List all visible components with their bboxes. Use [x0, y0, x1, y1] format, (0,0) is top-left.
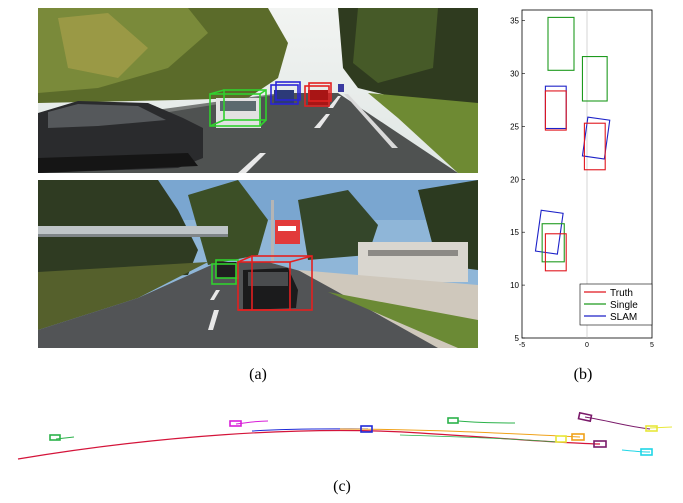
trajectory-green-2	[399, 434, 557, 443]
chart-rects	[534, 16, 611, 272]
bbox-truth-5	[583, 122, 606, 171]
vehicle-marker-blue	[360, 425, 373, 433]
vehicle-marker-purple-2	[593, 440, 607, 448]
legend-label-slam: SLAM	[610, 312, 637, 323]
y-tick-label: 30	[510, 69, 519, 78]
y-tick-label: 15	[510, 228, 519, 237]
legend-item-single: Single	[584, 300, 638, 311]
bbox-single-7	[541, 223, 565, 263]
y-tick-label: 10	[510, 281, 519, 290]
legend: Truth Single SLAM	[579, 283, 653, 326]
trajectory-map	[17, 411, 673, 460]
legend-item-truth: Truth	[584, 288, 633, 299]
chart-bev: 5 10 15 20 25 30 35 -5 0 5 Truth Single SLAM	[510, 9, 654, 349]
y-tick-label: 35	[510, 17, 519, 26]
vehicle-marker-green-2	[447, 417, 459, 424]
car-box-red	[304, 82, 332, 107]
x-tick-label: -5	[519, 342, 525, 349]
photo-bottom-scene	[38, 180, 478, 348]
vehicle-marker-purple	[577, 411, 593, 423]
x-tick-label: 5	[650, 342, 654, 349]
caption-a: (a)	[249, 366, 267, 383]
legend-item-slam: SLAM	[584, 312, 637, 323]
y-ticks: 5 10 15 20 25 30 35	[510, 17, 525, 343]
legend-label-truth: Truth	[610, 288, 633, 299]
trajectory-purple	[584, 416, 651, 430]
trajectory-cyan	[621, 449, 651, 453]
y-tick-label: 5	[515, 334, 520, 343]
vehicle-marker-yellow-2	[645, 425, 658, 432]
bbox-truth-8	[544, 233, 567, 272]
legend-label-single: Single	[610, 300, 638, 311]
bbox-slam-4	[581, 116, 611, 160]
vehicle-marker-orange	[571, 433, 585, 441]
plot-area: 5 10 15 20 25 30 35 -5 0 5	[510, 9, 654, 349]
caption-b: (b)	[573, 366, 593, 383]
photo-top-scene	[38, 8, 478, 173]
car-box-blue	[270, 81, 301, 105]
vehicle-marker-green	[49, 434, 61, 441]
y-tick-label: 25	[510, 122, 519, 131]
trajectory-orange	[339, 428, 581, 438]
x-tick-label: 0	[585, 342, 589, 349]
vehicle-marker-magenta	[229, 420, 242, 427]
bbox-truth-3	[544, 90, 567, 131]
car-box-red	[237, 255, 313, 311]
x-ticks: -5 0 5	[519, 342, 654, 349]
vehicle-marker-cyan	[640, 448, 653, 456]
trajectory-lime	[55, 436, 75, 440]
photo-road-top	[38, 8, 478, 173]
photo-road-bottom	[38, 180, 478, 348]
trajectory-red	[17, 429, 601, 460]
trajectory-green	[457, 420, 516, 424]
trajectory-yellow	[649, 426, 673, 429]
caption-c: (c)	[333, 478, 351, 495]
trajectory-magenta	[235, 420, 269, 425]
car-box-green	[209, 89, 267, 127]
vehicle-marker-yellow	[555, 435, 567, 443]
bbox-single-0	[547, 16, 575, 71]
bbox-single-1	[581, 56, 608, 102]
y-tick-label: 20	[510, 175, 519, 184]
